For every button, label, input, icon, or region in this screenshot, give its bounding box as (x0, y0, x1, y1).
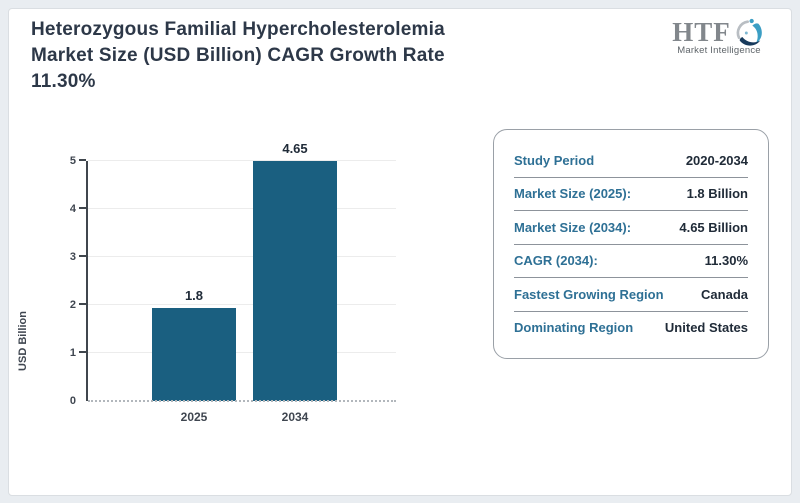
info-value: 4.65 Billion (679, 219, 748, 235)
x-axis-tick-2025: 2025 (180, 410, 208, 424)
bar-2025: 1.8 (152, 288, 236, 401)
y-axis-tick: 4 (69, 203, 76, 215)
info-value: 2020-2034 (685, 152, 748, 168)
info-label: CAGR (2034): (514, 253, 598, 269)
y-axis-label: USD Billion (17, 311, 29, 371)
x-axis-line (88, 400, 396, 402)
info-value: 1.8 Billion (686, 186, 748, 202)
info-row-market-size-2034: Market Size (2034): 4.65 Billion (514, 211, 748, 245)
info-row-fastest-growing-region: Fastest Growing Region Canada (514, 278, 748, 312)
info-value: United States (664, 320, 748, 336)
bar-2034: 4.65 (253, 141, 337, 401)
grid-line (79, 303, 396, 305)
page-title-line-3: 11.30% (31, 71, 96, 92)
info-label: Market Size (2025): (514, 186, 632, 202)
y-axis-tick: 3 (69, 251, 76, 263)
y-axis-tick: 2 (69, 299, 76, 311)
htf-logo-swirl-icon (736, 18, 762, 46)
info-value: 11.30% (704, 253, 748, 269)
htf-logo-row: HTF (669, 17, 769, 49)
htf-logo-text: HTF (672, 17, 731, 47)
bar-chart: USD Billion 0 1 2 3 4 5 1.8 4.65 (9, 129, 439, 439)
info-row-study-period: Study Period 2020-2034 (514, 144, 748, 178)
y-axis-tick: 5 (69, 155, 76, 167)
bar-2025-value-label: 1.8 (184, 288, 204, 304)
info-row-dominating-region: Dominating Region United States (514, 312, 748, 345)
grid-line (79, 255, 396, 257)
grid-line (79, 351, 396, 353)
grid-line (79, 207, 396, 209)
y-axis-tick: 1 (69, 347, 76, 359)
htf-logo: HTF Market Intelligence (669, 17, 769, 56)
grid-line (79, 159, 396, 161)
info-row-cagr: CAGR (2034): 11.30% (514, 245, 748, 278)
htf-logo-subtitle: Market Intelligence (677, 45, 761, 56)
report-card: Heterozygous Familial Hypercholesterolem… (8, 8, 792, 496)
plot-area: 0 1 2 3 4 5 1.8 4.65 2025 2034 (70, 141, 396, 424)
bar-2034-value-label: 4.65 (282, 141, 308, 156)
info-label: Study Period (514, 152, 595, 168)
page-title-line-2: Market Size (USD Billion) CAGR Growth Ra… (31, 45, 445, 66)
info-panel: Study Period 2020-2034 Market Size (2025… (493, 129, 769, 359)
info-value: Canada (701, 286, 748, 302)
y-axis-tick: 0 (69, 395, 76, 407)
page-title: Heterozygous Familial Hypercholesterolem… (31, 17, 501, 95)
info-row-market-size-2025: Market Size (2025): 1.8 Billion (514, 178, 748, 211)
info-label: Dominating Region (514, 320, 634, 336)
info-label: Market Size (2034): (514, 219, 632, 235)
page-title-line-1: Heterozygous Familial Hypercholesterolem… (31, 19, 445, 40)
info-label: Fastest Growing Region (514, 286, 664, 302)
x-axis-tick-2034: 2034 (281, 410, 309, 424)
